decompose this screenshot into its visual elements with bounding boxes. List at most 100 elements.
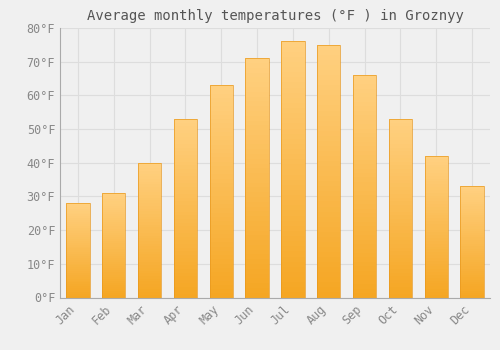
Bar [138,268,161,271]
Bar [353,213,376,217]
Bar [353,186,376,191]
Bar [389,180,412,183]
Bar [174,180,197,183]
Bar [460,275,483,278]
Bar [282,257,304,262]
Bar [174,269,197,273]
Bar [317,116,340,121]
Bar [460,253,483,255]
Bar [210,128,233,132]
Bar [102,195,126,197]
Bar [424,261,448,264]
Bar [102,237,126,239]
Bar [102,274,126,277]
Bar [353,111,376,115]
Bar [102,262,126,264]
Bar [353,133,376,138]
Bar [424,162,448,164]
Bar [138,168,161,171]
Bar [66,230,90,231]
Bar [210,221,233,225]
Bar [66,279,90,280]
Bar [282,139,304,144]
Bar [102,197,126,199]
Bar [66,226,90,228]
Bar [389,287,412,290]
Bar [210,234,233,238]
Bar [210,264,233,268]
Bar [174,244,197,247]
Bar [389,208,412,212]
Bar [282,236,304,241]
Bar [353,248,376,253]
Bar [282,205,304,210]
Bar [282,83,304,88]
Bar [460,244,483,246]
Bar [138,190,161,193]
Bar [66,215,90,216]
Bar [424,280,448,284]
Bar [389,201,412,205]
Bar [317,75,340,80]
Bar [210,289,233,293]
Bar [174,151,197,155]
Bar [210,85,233,90]
Bar [317,65,340,70]
Bar [138,271,161,273]
Bar [389,197,412,201]
Bar [138,230,161,233]
Bar [210,187,233,191]
Bar [389,247,412,251]
Bar [317,161,340,166]
Bar [66,296,90,298]
Bar [282,277,304,282]
Bar [102,229,126,231]
Bar [102,279,126,281]
Bar [66,246,90,248]
Bar [353,253,376,258]
Bar [353,195,376,199]
Title: Average monthly temperatures (°F ) in Groznyy: Average monthly temperatures (°F ) in Gr… [86,9,464,23]
Bar [424,159,448,162]
Bar [353,235,376,240]
Bar [102,214,126,216]
Bar [460,206,483,209]
Bar [246,274,268,278]
Bar [424,272,448,275]
Bar [460,237,483,240]
Bar [282,185,304,190]
Bar [389,269,412,273]
Bar [282,262,304,267]
Bar [66,235,90,237]
Bar [460,202,483,204]
Bar [246,197,268,202]
Bar [66,264,90,265]
Bar [174,205,197,208]
Bar [353,173,376,177]
Bar [424,196,448,198]
Bar [246,73,268,77]
Bar [66,250,90,252]
Bar [424,255,448,258]
Bar [460,231,483,233]
Bar [138,233,161,236]
Bar [353,106,376,111]
Bar [460,266,483,268]
Bar [317,247,340,252]
Bar [282,164,304,169]
Bar [460,204,483,206]
Bar [246,264,268,269]
Bar [389,119,412,122]
Bar [66,275,90,277]
Bar [317,237,340,242]
Bar [66,252,90,254]
Bar [210,293,233,298]
Bar [102,260,126,262]
Bar [138,262,161,265]
Bar [424,170,448,173]
Bar [246,240,268,245]
Bar [424,292,448,295]
Bar [460,260,483,262]
Bar [174,258,197,262]
Bar [389,162,412,166]
